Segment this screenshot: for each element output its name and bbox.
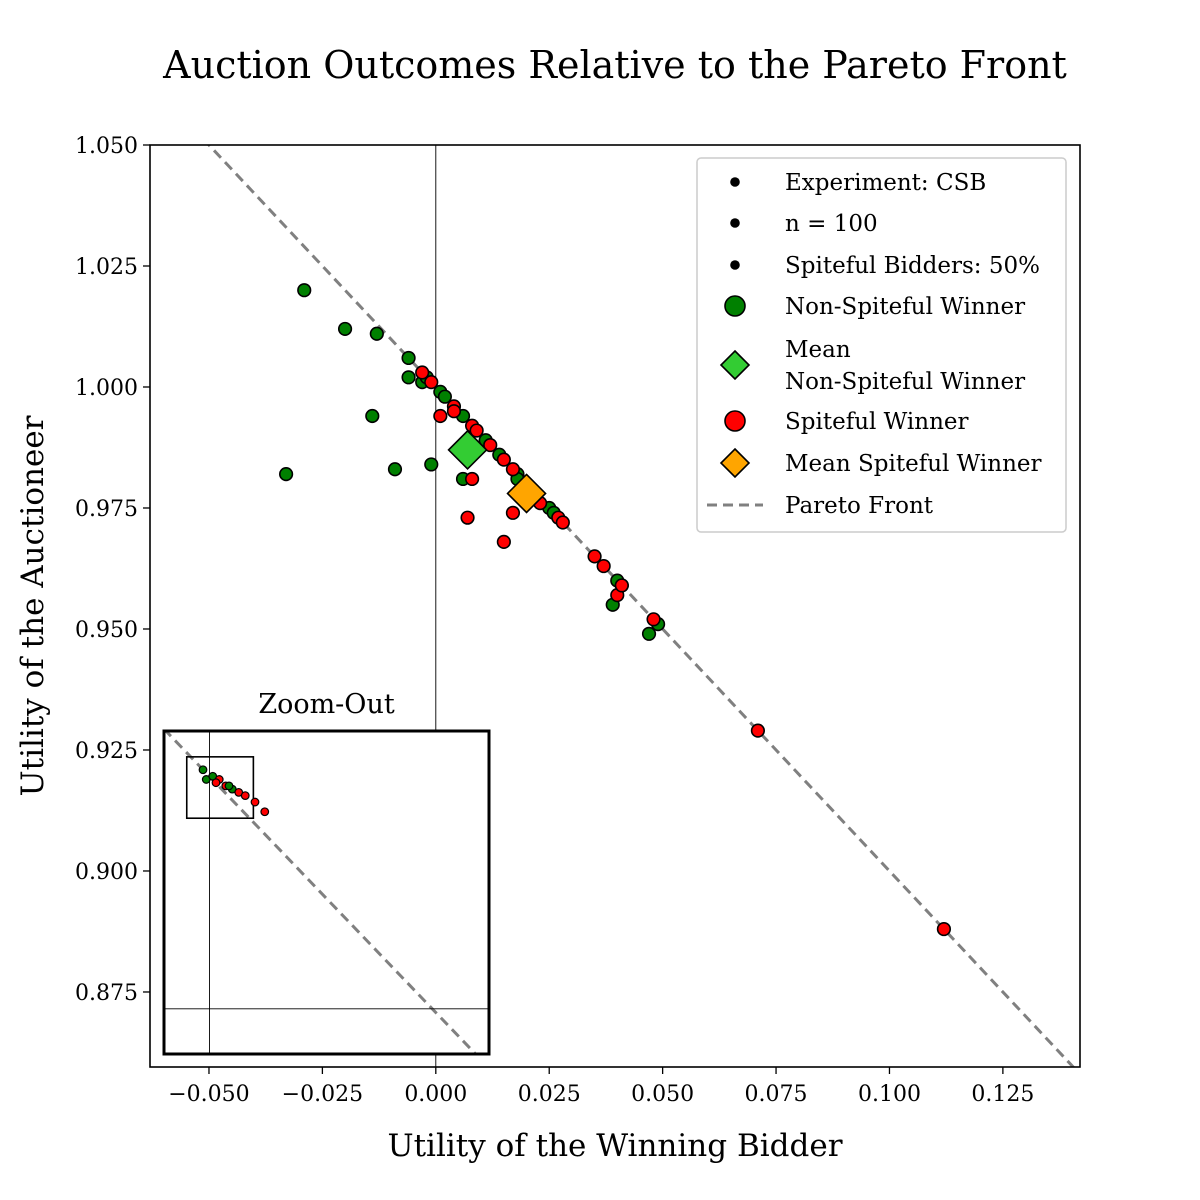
x-axis: −0.050 −0.025 0.000 0.025 0.050 0.075 0.100 0.1… xyxy=(168,1067,1034,1107)
x-tick-label: 0.125 xyxy=(971,1082,1034,1107)
legend-label-line: Non-Spiteful Winner xyxy=(785,369,1025,395)
legend: Experiment: CSB n = 100 Spiteful Bidders: … xyxy=(696,157,1067,533)
y-axis: 0.875 0.900 0.925 0.950 0.975 1.000 1.025 1.050 xyxy=(75,134,150,1006)
data-point xyxy=(424,457,439,472)
y-tick-label: 0.900 xyxy=(75,860,138,885)
y-tick-label: 1.000 xyxy=(75,376,138,401)
mean-marker xyxy=(506,473,547,514)
x-axis-label: Utility of the Winning Bidder xyxy=(387,1128,842,1164)
data-point xyxy=(750,723,766,738)
inset-title: Zoom-Out xyxy=(258,689,395,720)
data-point xyxy=(596,558,611,574)
x-tick-label: −0.025 xyxy=(282,1082,363,1107)
data-point xyxy=(437,389,452,404)
inset-pareto-line xyxy=(164,731,478,1054)
legend-label: Mean Non-Spiteful Winner xyxy=(785,337,1025,395)
data-point xyxy=(337,321,353,337)
x-tick-label: 0.075 xyxy=(745,1082,808,1107)
x-tick-label: 0.050 xyxy=(631,1082,694,1107)
data-point xyxy=(646,612,661,627)
legend-label-line: Spiteful Winner xyxy=(785,409,969,435)
data-point xyxy=(505,505,521,520)
legend-label: Mean Spiteful Winner xyxy=(785,451,1042,477)
data-point xyxy=(587,549,602,564)
inset-point xyxy=(224,781,234,791)
legend-dot-icon xyxy=(730,177,740,187)
y-tick-label: 1.025 xyxy=(75,255,138,280)
x-tick-label: 0.000 xyxy=(404,1082,467,1107)
chart-title: Auction Outcomes Relative to the Pareto … xyxy=(162,43,1067,87)
data-point xyxy=(505,462,521,477)
legend-diamond-icon xyxy=(719,447,751,479)
x-tick-label: 0.025 xyxy=(518,1082,581,1107)
legend-label-line: Mean Spiteful Winner xyxy=(785,451,1042,477)
y-tick-label: 0.975 xyxy=(75,497,138,522)
inset-point xyxy=(250,797,260,807)
data-point xyxy=(424,375,439,390)
legend-label-line: Pareto Front xyxy=(785,493,934,519)
data-point xyxy=(464,471,480,487)
legend-dot-icon xyxy=(730,260,740,270)
data-point xyxy=(555,515,570,530)
inset-zoom-box xyxy=(185,756,255,820)
plot-area xyxy=(206,145,1076,1067)
legend-label-line: Experiment: CSB xyxy=(785,170,986,196)
legend-label-line: Mean xyxy=(785,337,851,363)
y-axis-label: Utility of the Auctioneer xyxy=(15,415,51,796)
legend-circle-icon xyxy=(724,410,746,432)
data-point xyxy=(614,578,629,593)
pareto-front-line xyxy=(206,145,1076,1067)
data-point xyxy=(446,404,462,419)
legend-label-line: n = 100 xyxy=(785,211,878,237)
legend-label: Pareto Front xyxy=(785,493,934,519)
data-point xyxy=(641,626,657,641)
y-tick-label: 0.875 xyxy=(75,981,138,1006)
data-point xyxy=(401,350,416,366)
data-point xyxy=(365,408,380,424)
inset-frame xyxy=(162,729,491,1056)
inset-point xyxy=(211,778,221,788)
legend-label: Experiment: CSB xyxy=(785,170,986,196)
legend-circle-icon xyxy=(724,295,746,317)
x-tick-label: 0.100 xyxy=(858,1082,921,1107)
x-tick-label: −0.050 xyxy=(168,1082,249,1107)
legend-label-line: Spiteful Bidders: 50% xyxy=(785,253,1040,279)
legend-label: n = 100 xyxy=(785,211,878,237)
inset-point xyxy=(260,807,270,817)
y-tick-label: 0.925 xyxy=(75,739,138,764)
data-point xyxy=(401,370,416,385)
data-point xyxy=(415,365,430,380)
data-point xyxy=(936,921,952,937)
y-tick-label: 0.950 xyxy=(75,618,138,643)
legend-box xyxy=(696,157,1067,533)
legend-diamond-icon xyxy=(719,349,751,381)
legend-label: Non-Spiteful Winner xyxy=(785,294,1025,320)
inset-point xyxy=(240,791,250,800)
data-point xyxy=(297,283,312,298)
data-point xyxy=(496,534,511,549)
data-point xyxy=(369,326,384,341)
data-point xyxy=(469,423,484,438)
legend-label-line: Non-Spiteful Winner xyxy=(785,294,1025,320)
data-point xyxy=(496,452,511,467)
data-point xyxy=(278,467,294,482)
y-tick-label: 1.050 xyxy=(75,134,138,159)
data-point xyxy=(387,462,403,477)
data-point xyxy=(460,510,475,525)
inset-point xyxy=(198,765,208,775)
mean-marker xyxy=(447,429,488,471)
legend-dot-icon xyxy=(730,218,740,228)
data-point xyxy=(433,408,448,424)
inset-zoom-out: Zoom-Out xyxy=(162,689,491,1056)
legend-label: Spiteful Bidders: 50% xyxy=(785,253,1040,279)
plot-frame xyxy=(149,144,1081,1068)
data-point xyxy=(483,437,498,453)
legend-label: Spiteful Winner xyxy=(785,409,969,435)
